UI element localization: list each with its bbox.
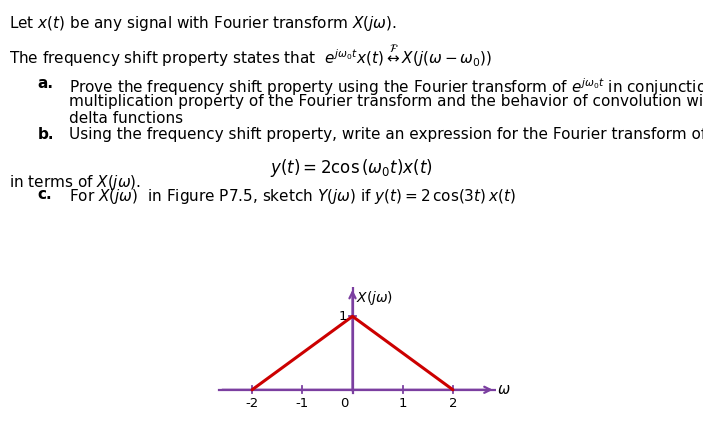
Text: c.: c. [37,187,52,202]
Text: Using the frequency shift property, write an expression for the Fourier transfor: Using the frequency shift property, writ… [69,127,703,142]
Text: delta functions: delta functions [69,111,183,127]
Text: Let $x(t)$ be any signal with Fourier transform $X(j\omega)$.: Let $x(t)$ be any signal with Fourier tr… [9,14,396,32]
Text: 1: 1 [399,397,407,410]
Text: 1: 1 [339,310,347,323]
Text: 0: 0 [341,397,349,410]
Text: $y(t) = 2\mathrm{cos}\,(\omega_0 t)x(t)$: $y(t) = 2\mathrm{cos}\,(\omega_0 t)x(t)$ [270,157,433,179]
Text: b.: b. [37,127,53,142]
Text: multiplication property of the Fourier transform and the behavior of convolution: multiplication property of the Fourier t… [69,94,703,109]
Text: in terms of $X(j\omega)$.: in terms of $X(j\omega)$. [9,173,141,192]
Text: -1: -1 [296,397,309,410]
Text: For $X(j\omega)$  in Figure P7.5, sketch $Y(j\omega)$ if $y(t) = 2\,\mathrm{cos}: For $X(j\omega)$ in Figure P7.5, sketch … [69,187,515,206]
Text: Figure P7.5: Figure P7.5 [311,387,392,402]
Text: The frequency shift property states that  $e^{j\omega_0 t}x(t) \overset{\mathcal: The frequency shift property states that… [9,44,493,70]
Text: -2: -2 [245,397,259,410]
Text: a.: a. [37,76,53,91]
Text: $\omega$: $\omega$ [497,381,510,397]
Text: Prove the frequency shift property using the Fourier transform of $e^{j\omega_0 : Prove the frequency shift property using… [69,76,703,97]
Text: 2: 2 [449,397,457,410]
Text: $X(j\omega)$: $X(j\omega)$ [356,289,393,307]
